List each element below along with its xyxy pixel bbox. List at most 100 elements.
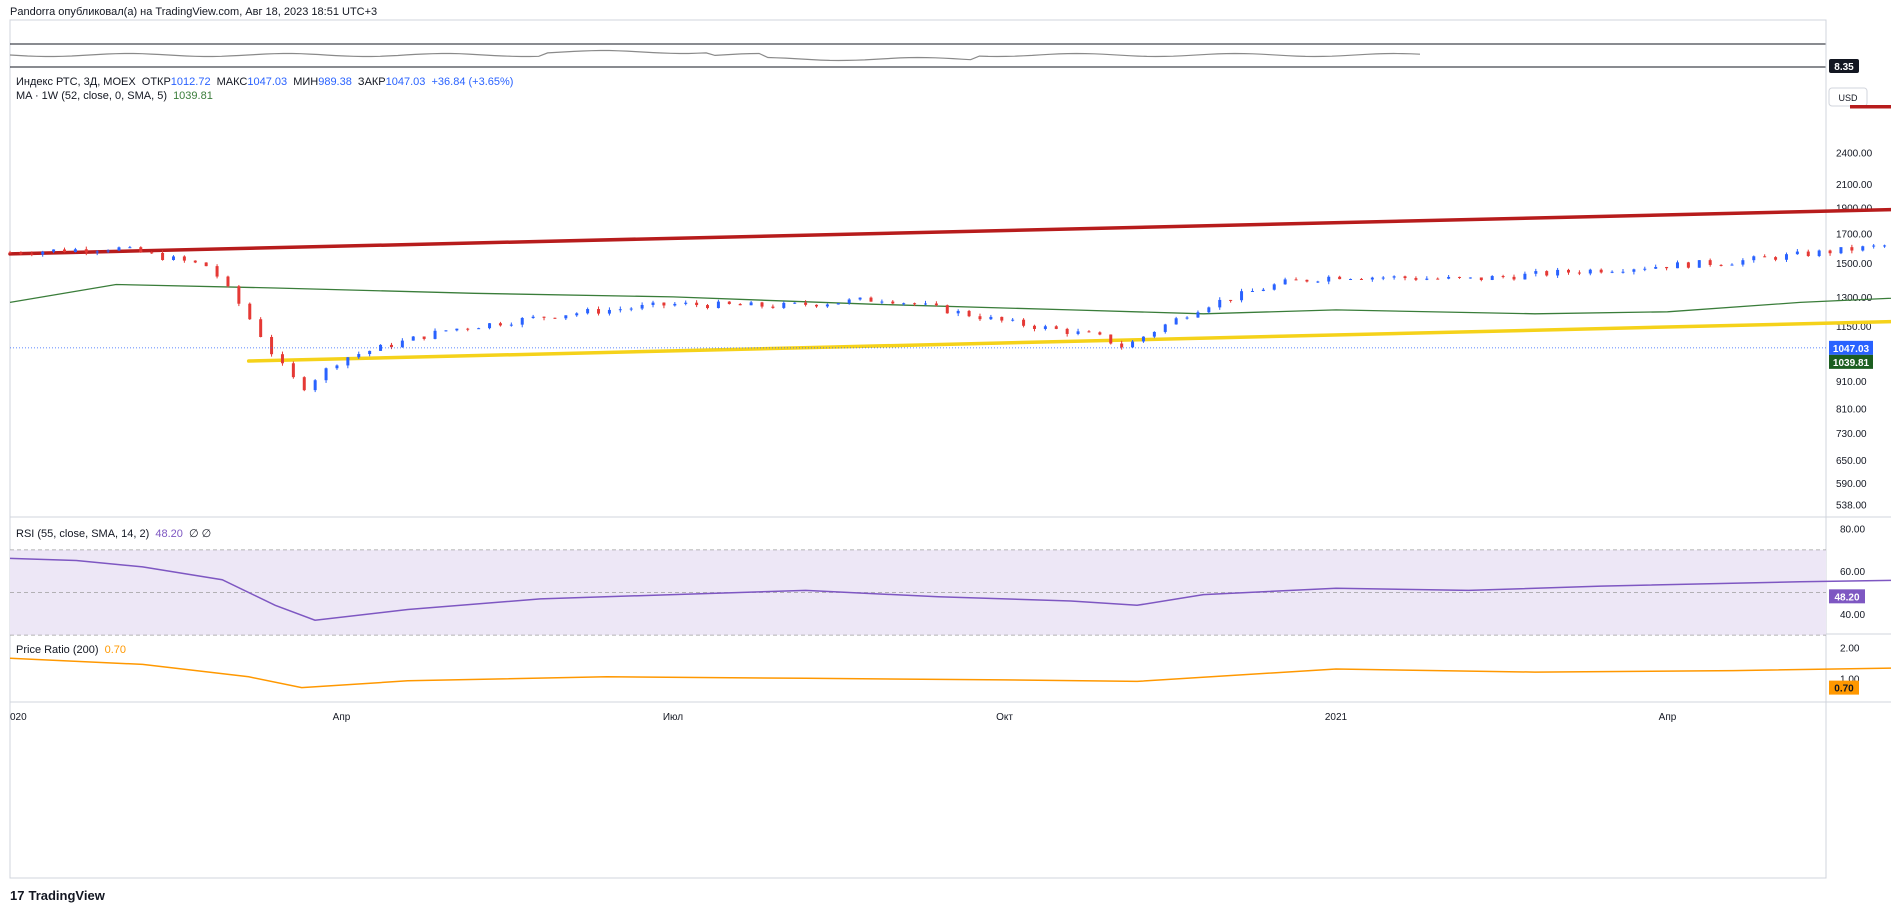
candle-body [139, 247, 143, 253]
candle-body [1370, 277, 1374, 280]
candle-body [1381, 277, 1385, 279]
last-price-label-bg [1829, 340, 1873, 355]
candle-body [1403, 276, 1407, 279]
price-tick-label: 1300.00 [1836, 293, 1873, 304]
candle-body [945, 305, 949, 314]
candle-body [1610, 271, 1614, 273]
candle-body [313, 380, 317, 391]
candle-body [291, 363, 295, 378]
candle-body [673, 303, 677, 306]
candle-body [825, 304, 829, 307]
candle-body [531, 316, 535, 319]
candle-body [1806, 251, 1810, 257]
time-tick-label: Апр [333, 712, 351, 723]
candle-body [520, 318, 524, 325]
candle-body [509, 324, 513, 326]
candle-body [237, 286, 241, 304]
candle-body [1675, 262, 1679, 269]
rsi-tick-label: 40.00 [1840, 610, 1865, 621]
candle-body [1327, 276, 1331, 282]
candle-body [30, 253, 34, 255]
candle-body [95, 251, 99, 253]
candle-body [793, 302, 797, 304]
candle-body [1458, 276, 1462, 278]
candle-body [1054, 326, 1058, 329]
high-label: МАКС [216, 76, 248, 88]
rsi-legend[interactable]: RSI (55, close, SMA, 14, 2) 48.20 ∅ ∅ [16, 527, 214, 540]
candle-body [1599, 269, 1603, 273]
candle-body [1011, 319, 1015, 321]
candle-body [1588, 269, 1592, 274]
candle-body [1229, 299, 1233, 301]
currency-button[interactable]: USD [1838, 93, 1858, 103]
candle-body [880, 301, 884, 303]
candle-body [1392, 276, 1396, 278]
candle-body [1512, 276, 1516, 280]
chart-frame [9, 19, 1827, 879]
candle-body [335, 365, 339, 369]
candle-body [607, 309, 611, 314]
time-tick-label: Июл [663, 712, 683, 723]
candle-body [891, 301, 895, 304]
candle-body [1436, 278, 1440, 280]
candle-body [379, 344, 383, 351]
candle-body [215, 266, 219, 277]
candle-body [1523, 273, 1527, 280]
currency-button-bg [1828, 87, 1868, 107]
candle-body [193, 260, 197, 263]
tradingview-logo[interactable]: 17 TradingView [10, 888, 105, 903]
symbol-label[interactable]: Индекс РТС, 3Д, MOEX [16, 76, 136, 88]
candle-body [542, 316, 546, 318]
candle-body [161, 252, 165, 260]
candle-body [150, 252, 154, 254]
candle-body [1250, 290, 1254, 292]
top-indicator-label-bg [1829, 59, 1859, 73]
price-tick-label: 810.00 [1836, 404, 1867, 415]
candle-body [564, 315, 568, 319]
candle-body [1141, 336, 1145, 342]
candle-body [727, 301, 731, 304]
candle-body [52, 249, 56, 252]
candle-body [1305, 279, 1309, 282]
candle-body [1861, 246, 1865, 251]
tradingview-logo-icon: 17 [10, 888, 25, 903]
low-value: 989.38 [318, 76, 352, 88]
ratio-legend[interactable]: Price Ratio (200) 0.70 [16, 644, 129, 656]
price-tick-label: 730.00 [1836, 429, 1867, 440]
ma-value: 1039.81 [173, 90, 213, 102]
time-tick-label: Окт [996, 712, 1013, 723]
candle-body [1065, 328, 1069, 334]
time-tick-label: 020 [10, 712, 27, 723]
candle-body [684, 302, 688, 304]
top-indicator-line [9, 49, 1421, 62]
ratio-value: 0.70 [104, 644, 127, 656]
rsi-last-label-bg [1829, 589, 1865, 604]
candle-body [782, 302, 786, 308]
candle-body [488, 323, 492, 329]
candle-body [1349, 278, 1353, 280]
candle-body [629, 308, 633, 310]
ma-legend[interactable]: MA · 1W (52, close, 0, SMA, 5) 1039.81 [16, 90, 216, 102]
ratio-last-label: 0.70 [1834, 684, 1854, 695]
rsi-line [9, 557, 1891, 621]
candle-body [956, 310, 960, 314]
candle-body [8, 252, 12, 254]
candle-body [1131, 341, 1135, 348]
candle-body [923, 303, 927, 305]
candle-body [1283, 279, 1287, 285]
candle-body [1719, 264, 1723, 266]
price-legend: Индекс РТС, 3Д, MOEX ОТКР1012.72 МАКС104… [16, 76, 516, 88]
candle-body [411, 336, 415, 341]
candle-body [913, 303, 917, 305]
candle-body [1730, 264, 1734, 266]
candle-body [934, 303, 938, 306]
rsi-extra: ∅ ∅ [188, 528, 212, 540]
candle-body [1174, 318, 1178, 325]
candle-body [869, 297, 873, 302]
candle-body [1752, 256, 1756, 261]
candle-body [1686, 262, 1690, 268]
low-label: МИН [293, 76, 319, 88]
candle-body [1577, 272, 1581, 274]
candle-body [1240, 291, 1244, 301]
